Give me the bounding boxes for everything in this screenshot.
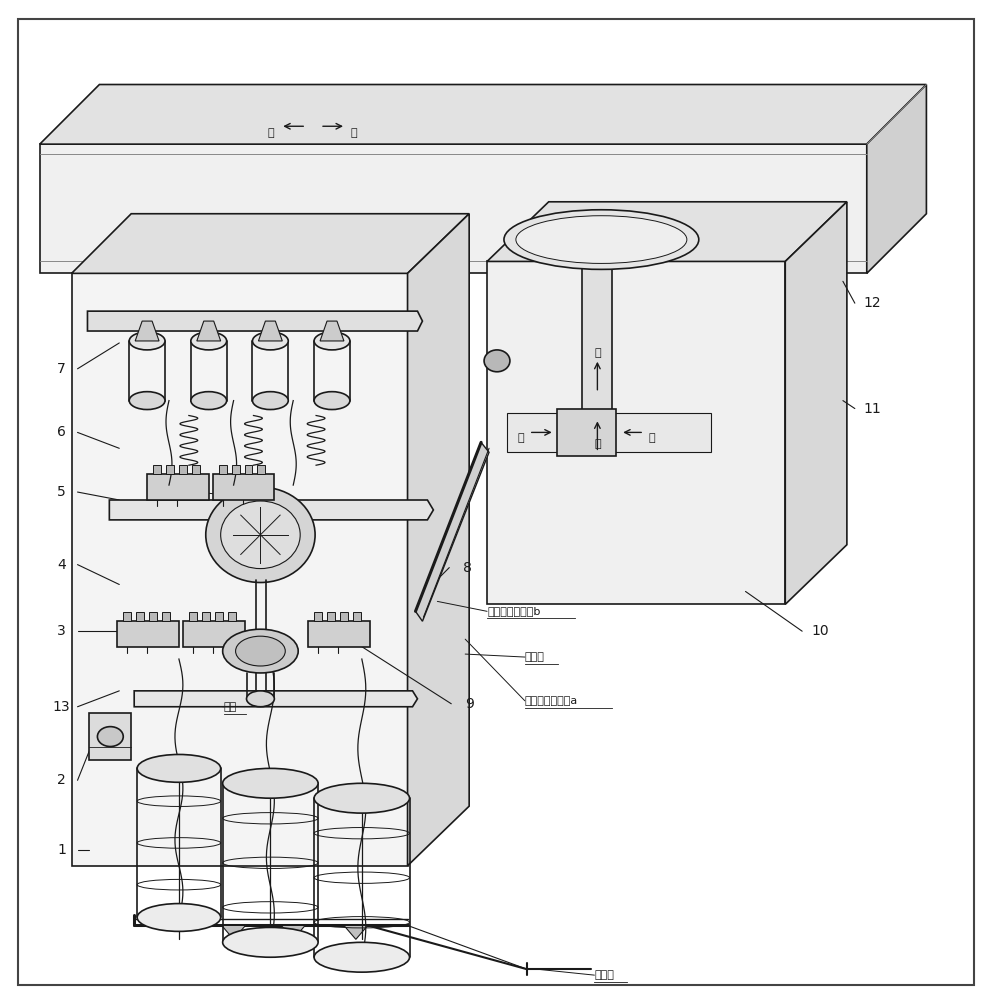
- Text: 3: 3: [58, 624, 66, 638]
- Text: 进气管: 进气管: [594, 970, 614, 980]
- Bar: [582, 261, 612, 425]
- Bar: [189, 612, 197, 621]
- Bar: [166, 465, 174, 474]
- Text: 电磁换向阀阀组b: 电磁换向阀阀组b: [487, 606, 541, 616]
- Text: 左: 左: [518, 433, 524, 443]
- Text: 上: 上: [594, 439, 600, 449]
- Text: 料管: 料管: [224, 702, 237, 712]
- Ellipse shape: [129, 332, 165, 350]
- Polygon shape: [72, 273, 408, 866]
- Polygon shape: [487, 261, 785, 604]
- Bar: [162, 612, 170, 621]
- Text: 6: 6: [58, 425, 66, 439]
- Bar: [340, 612, 348, 621]
- Polygon shape: [109, 500, 433, 520]
- Ellipse shape: [223, 629, 298, 673]
- Bar: [219, 465, 227, 474]
- Bar: [179, 465, 187, 474]
- Bar: [213, 474, 274, 500]
- Polygon shape: [785, 202, 847, 604]
- Bar: [257, 465, 265, 474]
- Polygon shape: [415, 442, 489, 621]
- Ellipse shape: [516, 216, 687, 263]
- Polygon shape: [87, 311, 422, 331]
- Ellipse shape: [191, 392, 227, 410]
- Text: 11: 11: [864, 402, 882, 416]
- Text: 后: 后: [351, 128, 357, 138]
- Text: 右: 右: [649, 433, 655, 443]
- Text: 进气管: 进气管: [525, 652, 545, 662]
- Bar: [202, 612, 210, 621]
- Bar: [149, 612, 157, 621]
- Polygon shape: [281, 925, 305, 939]
- Polygon shape: [867, 85, 926, 273]
- Ellipse shape: [206, 487, 315, 583]
- Bar: [507, 413, 711, 452]
- Text: 下: 下: [594, 348, 600, 358]
- Ellipse shape: [97, 727, 123, 747]
- Ellipse shape: [314, 783, 410, 813]
- Polygon shape: [408, 214, 469, 866]
- Ellipse shape: [484, 350, 510, 372]
- Text: 8: 8: [463, 561, 471, 575]
- Text: 电磁换向阀阀组a: 电磁换向阀阀组a: [525, 696, 579, 706]
- Text: 料管: 料管: [224, 490, 237, 500]
- Polygon shape: [344, 925, 368, 939]
- Bar: [183, 621, 245, 647]
- Ellipse shape: [129, 392, 165, 410]
- Polygon shape: [258, 321, 282, 341]
- Polygon shape: [197, 321, 221, 341]
- Text: 4: 4: [58, 558, 66, 572]
- Text: 1: 1: [58, 843, 66, 857]
- Ellipse shape: [252, 392, 288, 410]
- Text: 前: 前: [267, 128, 273, 138]
- Ellipse shape: [191, 332, 227, 350]
- Ellipse shape: [223, 768, 318, 798]
- Bar: [353, 612, 361, 621]
- Polygon shape: [134, 691, 417, 707]
- Bar: [314, 612, 322, 621]
- Polygon shape: [40, 85, 926, 144]
- Polygon shape: [40, 144, 867, 273]
- Bar: [327, 612, 335, 621]
- Text: 9: 9: [465, 697, 473, 711]
- Polygon shape: [72, 214, 469, 273]
- Bar: [308, 621, 370, 647]
- Ellipse shape: [252, 332, 288, 350]
- Text: 13: 13: [53, 700, 71, 714]
- Ellipse shape: [221, 501, 300, 569]
- Text: 12: 12: [864, 296, 882, 310]
- Polygon shape: [320, 321, 344, 341]
- Ellipse shape: [314, 392, 350, 410]
- Ellipse shape: [236, 636, 285, 666]
- Bar: [557, 409, 616, 456]
- Ellipse shape: [504, 210, 699, 269]
- Bar: [123, 612, 131, 621]
- Bar: [136, 612, 144, 621]
- Text: 5: 5: [58, 485, 66, 499]
- Ellipse shape: [247, 691, 274, 707]
- Ellipse shape: [314, 332, 350, 350]
- Ellipse shape: [137, 754, 221, 782]
- Ellipse shape: [314, 942, 410, 972]
- Bar: [117, 621, 179, 647]
- Ellipse shape: [223, 927, 318, 957]
- Bar: [153, 465, 161, 474]
- Polygon shape: [135, 321, 159, 341]
- Bar: [192, 465, 200, 474]
- Bar: [147, 474, 209, 500]
- Polygon shape: [222, 925, 246, 939]
- Text: 10: 10: [811, 624, 829, 638]
- Bar: [228, 612, 236, 621]
- Bar: [215, 612, 223, 621]
- Text: 7: 7: [58, 362, 66, 376]
- Text: 2: 2: [58, 773, 66, 787]
- Ellipse shape: [137, 904, 221, 931]
- Bar: [89, 713, 131, 760]
- Bar: [232, 465, 240, 474]
- Polygon shape: [487, 202, 847, 261]
- Bar: [245, 465, 252, 474]
